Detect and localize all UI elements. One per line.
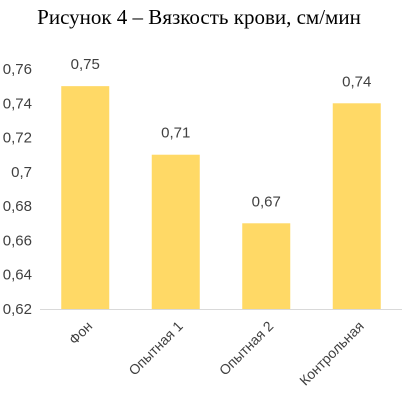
y-tick-label: 0,7: [11, 164, 32, 181]
y-tick-label: 0,74: [3, 95, 32, 112]
y-tick-label: 0,62: [3, 301, 32, 318]
y-tick-label: 0,64: [3, 267, 32, 284]
bars-group: 0,75 0,71 0,67 0,74: [61, 56, 381, 310]
category-label: Контрольная: [296, 318, 367, 389]
x-axis: Фон Опытная 1 Опытная 2 Контрольная: [40, 309, 402, 389]
category-label: Опытная 1: [125, 318, 186, 379]
data-label: 0,71: [161, 125, 190, 142]
data-label: 0,74: [342, 73, 371, 90]
data-label: 0,67: [252, 193, 281, 210]
bar: [242, 223, 291, 309]
y-tick-label: 0,76: [3, 61, 32, 78]
y-tick-label: 0,66: [3, 232, 32, 249]
bar: [151, 154, 200, 309]
data-label: 0,75: [71, 56, 100, 73]
y-tick-label: 0,68: [3, 198, 32, 215]
chart-title: Рисунок 4 – Вязкость крови, см/мин: [37, 5, 361, 29]
bar: [61, 86, 110, 310]
category-label: Фон: [66, 318, 96, 348]
y-axis: 0,62 0,64 0,66 0,68 0,7 0,72 0,74 0,76: [3, 61, 32, 318]
category-label: Опытная 2: [216, 318, 277, 379]
bar: [332, 103, 381, 310]
y-tick-label: 0,72: [3, 130, 32, 147]
